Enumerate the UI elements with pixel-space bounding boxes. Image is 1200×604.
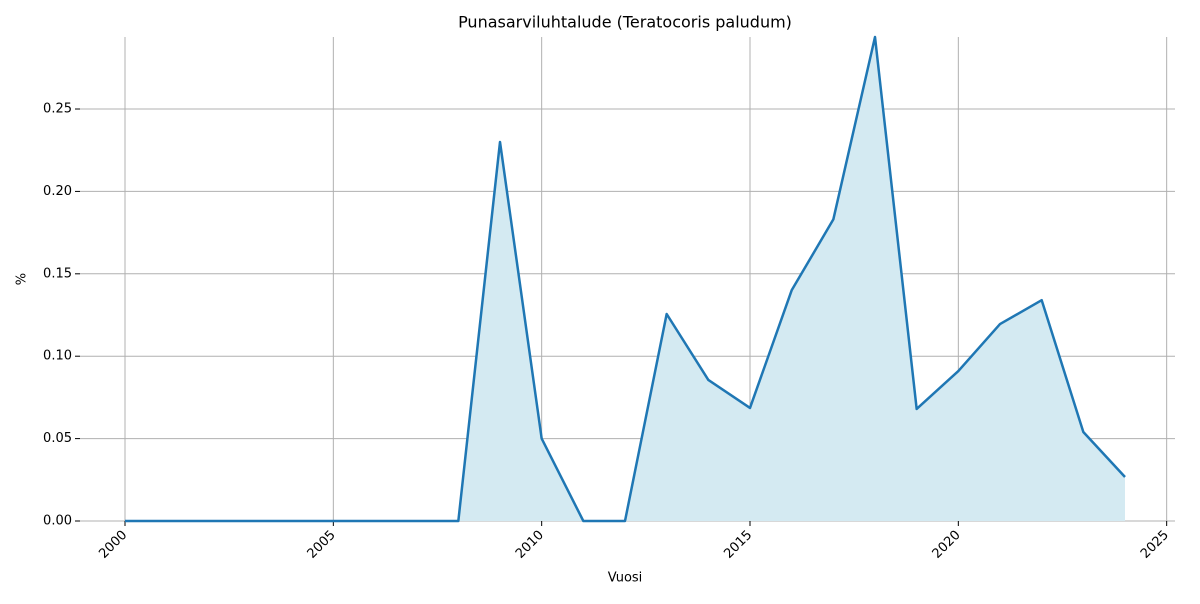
chart-title: Punasarviluhtalude (Teratocoris paludum) <box>458 13 792 32</box>
x-tick-label: 2000 <box>96 528 130 562</box>
x-tick-label: 2005 <box>305 528 339 562</box>
line <box>125 35 1126 523</box>
area-fill <box>125 37 1125 521</box>
x-axis-label: Vuosi <box>608 571 643 586</box>
y-tick-label: 0.00 <box>43 514 72 529</box>
x-tick-label: 2010 <box>513 528 547 562</box>
y-tick-label: 0.20 <box>43 184 72 199</box>
y-tick-label: 0.15 <box>43 266 72 281</box>
x-tick-label: 2015 <box>721 528 755 562</box>
x-tick-label: 2025 <box>1138 528 1172 562</box>
y-axis-label: % <box>15 273 30 285</box>
y-tick-label: 0.05 <box>43 431 72 446</box>
x-tick-label: 2020 <box>930 528 964 562</box>
y-tick-label: 0.10 <box>43 349 72 364</box>
y-tick-label: 0.25 <box>43 102 72 117</box>
